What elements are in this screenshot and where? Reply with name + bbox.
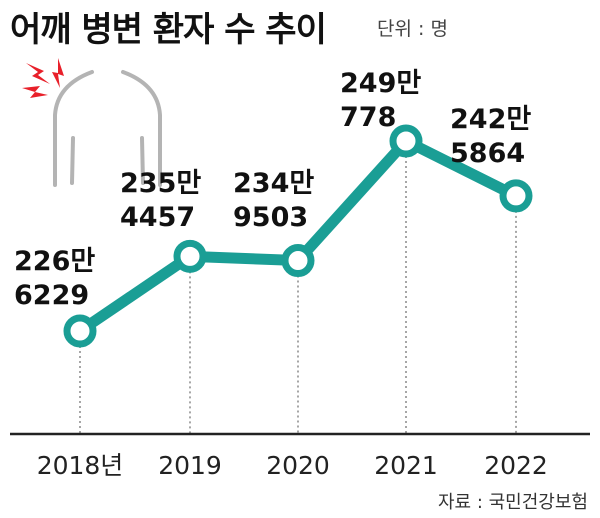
arm-line-left: [70, 136, 75, 185]
markers: [63, 124, 533, 348]
pain-bolt-1: [26, 63, 50, 84]
data-label-remainder: 5864: [450, 138, 525, 169]
value-labels: 226만 6229 235만 4457 234만 9503 249만 778 242만 5864: [14, 68, 531, 311]
data-label-main: 249만: [340, 68, 421, 99]
data-label-remainder: 9503: [233, 202, 308, 233]
data-label-main: 234만: [233, 168, 314, 199]
x-tick-label-1: 2019: [158, 451, 222, 480]
data-label-main: 235만: [120, 168, 201, 199]
data-point-0: [63, 314, 97, 348]
x-tick-label-0: 2018년: [37, 451, 124, 480]
shoulder-outline-right: [121, 70, 162, 187]
data-label-main: 242만: [450, 104, 531, 135]
unit-label: 단위 : 명: [377, 18, 448, 40]
data-label-3: 249만 778: [340, 68, 421, 133]
data-label-2: 234만 9503: [233, 168, 314, 233]
chart-title: 어깨 병변 환자 수 추이: [10, 10, 327, 50]
data-label-remainder: 4457: [120, 202, 195, 233]
x-tick-label-2: 2020: [266, 451, 330, 480]
x-tick-label-3: 2021: [374, 451, 438, 480]
data-label-0: 226만 6229: [14, 246, 95, 311]
data-point-1: [173, 239, 207, 273]
data-point-3: [389, 124, 423, 158]
droplines: [79, 141, 517, 434]
data-label-remainder: 778: [340, 102, 396, 133]
data-label-4: 242만 5864: [450, 104, 531, 169]
pain-burst-icon: [22, 58, 64, 98]
shoulder-outline-left: [53, 70, 94, 187]
pain-bolt-2: [22, 86, 48, 98]
data-label-1: 235만 4457: [120, 168, 201, 233]
arm-line-right: [140, 136, 145, 185]
source-note: 자료 : 국민건강보험: [438, 492, 588, 513]
data-point-4: [499, 179, 533, 213]
x-tick-label-4: 2022: [484, 451, 548, 480]
data-point-2: [281, 244, 315, 278]
data-label-main: 226만: [14, 246, 95, 277]
pain-bolt-3: [52, 58, 64, 88]
data-label-remainder: 6229: [14, 280, 89, 311]
shoulder-pain-illustration-icon: [53, 70, 162, 187]
x-tick-labels: 2018년 2019 2020 2021 2022: [37, 451, 548, 480]
